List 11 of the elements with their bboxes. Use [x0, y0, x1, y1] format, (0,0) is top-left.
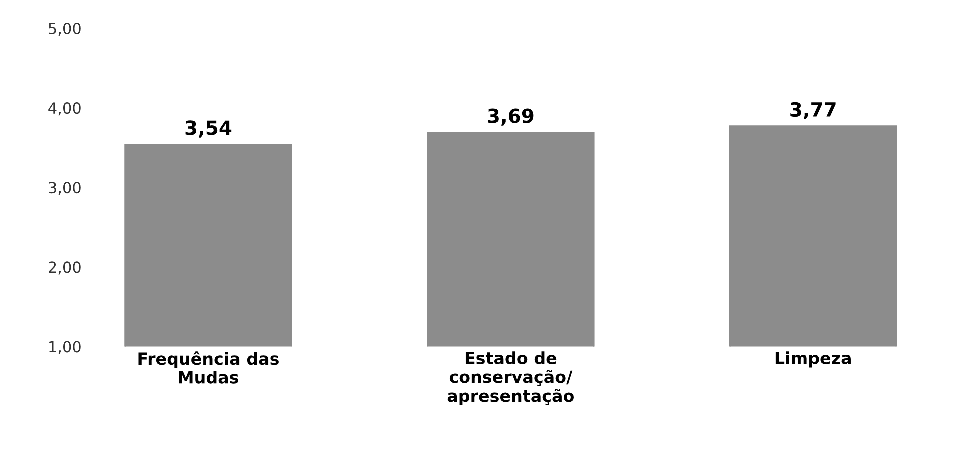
x-tick-label: Limpeza [776, 352, 851, 368]
data-label: 3,54 [186, 120, 232, 138]
y-tick-label: 4,00 [48, 102, 81, 116]
data-label: 3,77 [790, 102, 836, 120]
x-tick-label: Frequência das Mudas [138, 352, 279, 384]
x-tick-label: Estado de conservação/ apresentação [448, 352, 574, 406]
y-tick-label: 1,00 [50, 341, 81, 354]
y-tick-label: 2,00 [49, 262, 81, 275]
y-tick-label: 5,00 [49, 22, 81, 36]
y-tick-label: 3,00 [49, 182, 81, 196]
data-label: 3,69 [488, 108, 534, 126]
